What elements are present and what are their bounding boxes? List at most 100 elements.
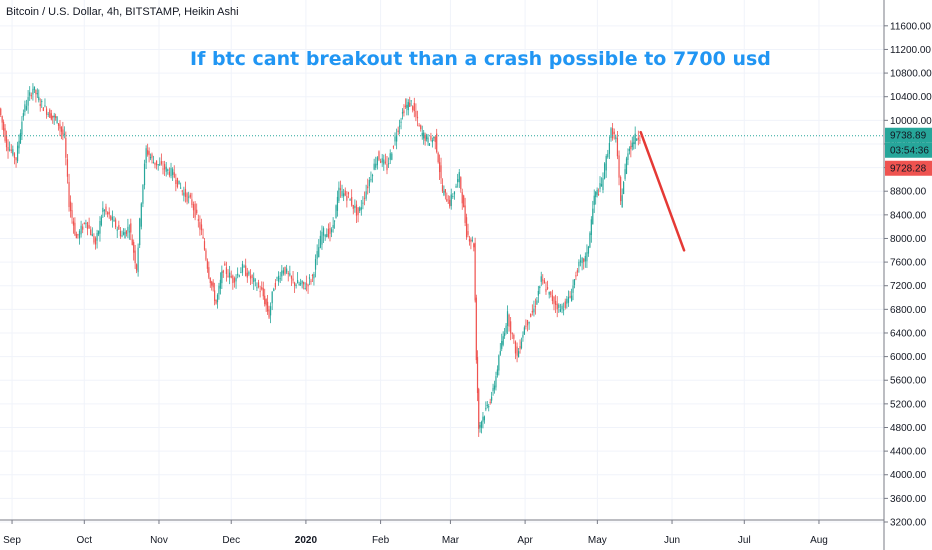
candle-body: [224, 263, 226, 266]
candle-body: [418, 125, 420, 127]
candle-body: [289, 273, 291, 276]
candle-body: [142, 184, 144, 204]
candle-body: [284, 266, 286, 274]
candle-body: [346, 195, 348, 201]
candle-body: [176, 177, 179, 188]
candle-body: [533, 308, 535, 313]
candle-body: [566, 298, 568, 304]
projection-arrow: [639, 130, 686, 252]
candle-body: [434, 136, 436, 142]
candle-body: [218, 285, 220, 295]
y-tick-label: 6800.00: [890, 305, 927, 316]
candle-body: [362, 202, 364, 204]
candle-body: [65, 138, 67, 158]
candle-body: [329, 228, 331, 234]
candle-body: [27, 97, 29, 106]
x-tick-label: Jun: [664, 535, 680, 546]
y-tick-label: 3600.00: [890, 494, 927, 505]
candle-body: [468, 239, 471, 242]
x-tick-label: Sep: [3, 535, 21, 546]
candle-body: [19, 132, 22, 144]
candle-body: [447, 202, 449, 204]
candle-body: [102, 207, 104, 213]
candle-body: [24, 104, 26, 113]
x-tick-label: Apr: [517, 535, 533, 546]
candle-body: [567, 297, 570, 303]
candle-body: [297, 280, 299, 284]
candle-body: [561, 305, 563, 310]
candle-body: [21, 121, 23, 135]
candle-body: [319, 235, 321, 248]
candle-body: [310, 280, 312, 282]
x-tick-label: Jul: [738, 535, 751, 546]
candle-body: [556, 303, 558, 310]
candle-body: [576, 270, 578, 273]
y-tick-label: 10000.00: [890, 116, 932, 127]
candle-body: [431, 139, 433, 143]
candle-body: [151, 154, 153, 158]
candle-body: [589, 233, 591, 248]
candle-body: [38, 96, 40, 101]
candle-body: [455, 185, 457, 188]
candle-body: [511, 333, 513, 335]
candle-body: [504, 333, 506, 337]
candle-body: [162, 168, 164, 170]
candle-body: [265, 299, 267, 306]
candle-body: [370, 178, 372, 181]
candle-body: [396, 135, 398, 142]
candle-body: [197, 219, 199, 221]
y-tick-label: 10800.00: [890, 69, 932, 80]
candle-body: [553, 296, 555, 304]
candle-body: [113, 219, 115, 222]
candle-body: [600, 184, 603, 187]
candle-body: [570, 295, 573, 302]
candle-body: [134, 250, 136, 264]
candle-body: [216, 294, 219, 303]
candle-body: [383, 159, 385, 165]
candle-body: [240, 272, 242, 274]
candle-body: [25, 106, 28, 110]
candle-body: [96, 233, 98, 241]
candle-body: [343, 193, 345, 197]
candle-body: [241, 263, 244, 273]
candle-body: [630, 145, 632, 150]
candle-body: [286, 268, 288, 273]
candle-body: [303, 281, 305, 285]
candle-body: [493, 385, 496, 390]
candle-body: [543, 280, 545, 284]
candle-body: [251, 275, 253, 278]
candle-body: [450, 194, 452, 206]
candle-body: [163, 164, 166, 170]
candle-body: [496, 369, 499, 376]
candle-body: [155, 160, 158, 166]
candle-body: [74, 222, 76, 235]
candle-body: [539, 286, 541, 289]
candle-body: [243, 266, 245, 268]
candle-body: [400, 121, 402, 123]
candle-body: [211, 281, 213, 286]
candle-body: [202, 236, 204, 239]
candle-body: [478, 389, 480, 429]
candle-body: [595, 192, 597, 198]
last-close-tag: 9728.28: [890, 164, 927, 175]
candle-body: [294, 282, 296, 286]
candle-body: [173, 172, 175, 178]
candle-body: [313, 274, 315, 279]
candle-body: [499, 351, 501, 355]
candle-body: [355, 204, 358, 216]
candle-body: [264, 295, 266, 305]
candle-body: [636, 139, 638, 141]
candle-body: [50, 113, 52, 120]
candle-body: [209, 277, 211, 284]
candle-body: [548, 291, 550, 295]
candle-body: [359, 207, 361, 211]
candle-body: [586, 252, 588, 262]
candle-body: [597, 194, 600, 196]
candle-body: [453, 191, 456, 195]
candle-body: [221, 271, 223, 284]
candle-body: [520, 341, 523, 349]
candle-body: [628, 148, 630, 151]
candle-body: [219, 279, 221, 289]
